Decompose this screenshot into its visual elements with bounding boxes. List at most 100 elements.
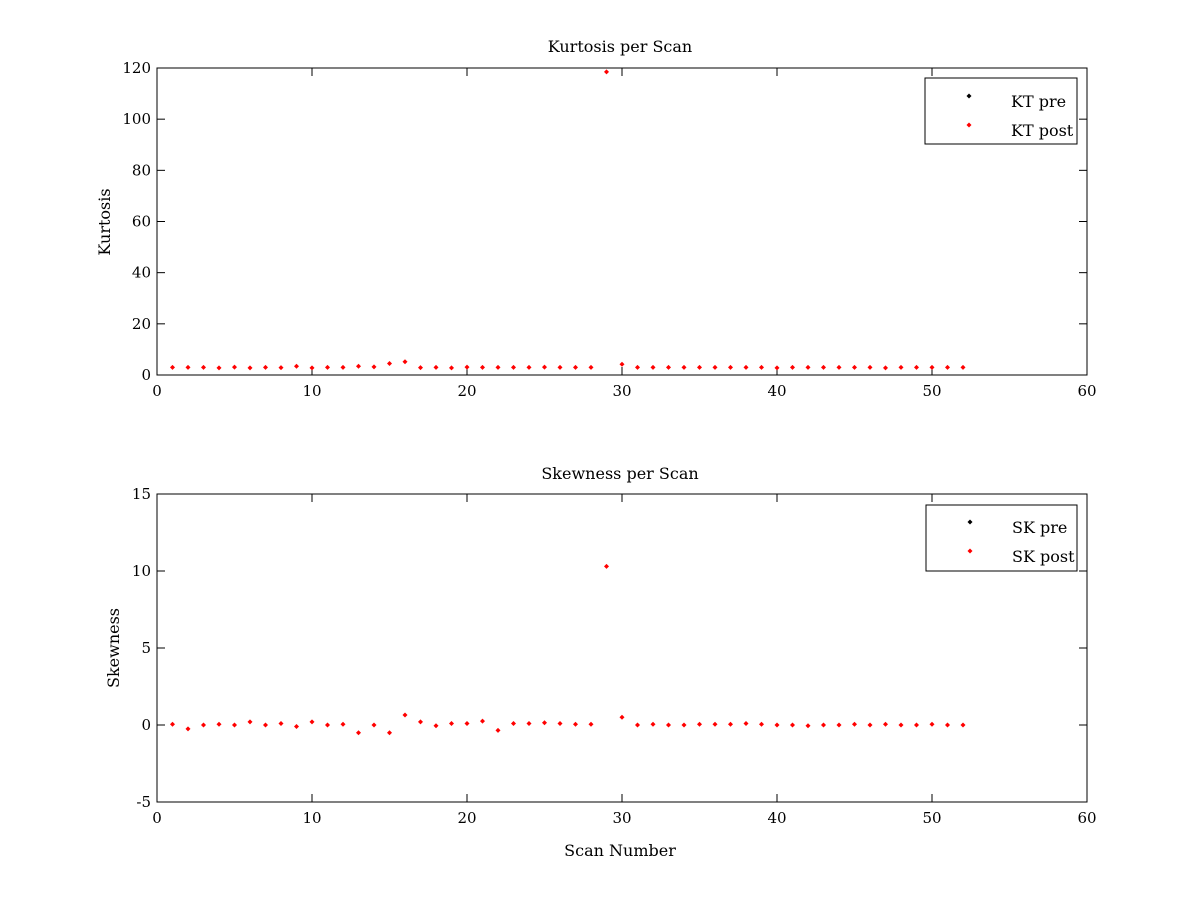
kurtosis-post-point (309, 365, 315, 371)
kurtosis-post-point (387, 360, 392, 366)
kurtosis-post-point (526, 364, 532, 370)
kurtosis-post-point (743, 364, 749, 370)
skewness-post-point (495, 727, 501, 733)
skewness-post-point (511, 720, 516, 726)
kurtosis-post-point (170, 364, 175, 370)
kurtosis-post-point (371, 364, 377, 370)
kurtosis-post-point (898, 364, 904, 370)
kurtosis-post-point (247, 365, 253, 371)
skewness-post-point (867, 722, 873, 728)
kurtosis-y-tick-label: 80 (132, 161, 151, 179)
kurtosis-legend-marker-pre (966, 93, 972, 99)
kurtosis-post-point (774, 365, 780, 371)
kurtosis-x-tick-label: 0 (152, 382, 162, 400)
skewness-post-point (635, 722, 640, 728)
skewness-post-point (294, 724, 299, 730)
kurtosis-post-point (681, 364, 687, 370)
skewness-title: Skewness per Scan (541, 464, 698, 483)
kurtosis-post-point (619, 361, 625, 367)
kurtosis-post-point (294, 363, 299, 369)
kurtosis-post-point (278, 365, 284, 371)
kurtosis-post-point (759, 364, 764, 370)
kurtosis-post-point (805, 364, 811, 370)
skewness-post-point (774, 722, 780, 728)
kurtosis-x-tick-label: 30 (612, 382, 631, 400)
skewness-x-tick-label: 30 (612, 809, 631, 827)
skewness-post-point (356, 730, 361, 736)
skewness-markers (170, 563, 966, 736)
kurtosis-x-tick-label: 60 (1077, 382, 1096, 400)
skewness-y-tick-label: 10 (132, 562, 151, 580)
kurtosis-post-point (263, 364, 268, 370)
skewness-post-point (170, 721, 175, 727)
kurtosis-y-tick-label: 40 (132, 264, 151, 282)
skewness-post-point (480, 718, 485, 724)
skewness-legend-label-post: SK post (1012, 547, 1075, 566)
kurtosis-x-tick-label: 20 (457, 382, 476, 400)
kurtosis-post-point (712, 364, 718, 370)
kurtosis-post-point (821, 364, 826, 370)
kurtosis-post-point (914, 364, 919, 370)
skewness-post-point (309, 719, 315, 725)
skewness-x-tick-label: 20 (457, 809, 476, 827)
skewness-post-point (759, 721, 764, 727)
skewness-x-tick-label: 60 (1077, 809, 1096, 827)
kurtosis-legend-markers (966, 93, 972, 128)
skewness-post-point (449, 720, 454, 726)
kurtosis-y-tick-label: 60 (132, 213, 151, 231)
skewness-panel: Skewness per Scan 0 10 20 30 40 50 60-5051015 … (104, 464, 1097, 860)
kurtosis-y-tick-label: 0 (141, 366, 151, 384)
kurtosis-x-tick-label: 50 (922, 382, 941, 400)
kurtosis-y-tick-label: 100 (122, 110, 151, 128)
skewness-post-point (650, 721, 656, 727)
kurtosis-x-tick-label: 40 (767, 382, 786, 400)
kurtosis-post-point (697, 364, 702, 370)
kurtosis-post-point (960, 364, 966, 370)
skewness-post-point (247, 719, 253, 725)
skewness-post-point (929, 721, 935, 727)
kurtosis-post-point (433, 364, 439, 370)
skewness-post-point (340, 721, 346, 727)
kurtosis-post-point (185, 364, 191, 370)
skewness-legend-markers (967, 519, 973, 554)
skewness-legend-marker-pre (967, 519, 973, 525)
skewness-post-point (836, 722, 842, 728)
skewness-legend-marker-post (967, 548, 973, 554)
skewness-post-point (232, 722, 237, 728)
kurtosis-y-tick-label: 120 (122, 59, 151, 77)
kurtosis-post-point (418, 365, 423, 371)
kurtosis-post-point (867, 364, 873, 370)
skewness-x-tick-label: 40 (767, 809, 786, 827)
skewness-post-point (573, 721, 578, 727)
skewness-post-point (790, 722, 795, 728)
skewness-post-point (619, 714, 625, 720)
kurtosis-post-point (542, 364, 547, 370)
skewness-post-point (263, 722, 268, 728)
kurtosis-legend: KT pre KT post (924, 77, 1078, 145)
kurtosis-post-point (557, 364, 563, 370)
kurtosis-title: Kurtosis per Scan (548, 37, 692, 56)
skewness-post-point (805, 723, 811, 729)
skewness-post-point (557, 720, 563, 726)
kurtosis-post-point (216, 365, 222, 371)
kurtosis-post-point (340, 364, 346, 370)
skewness-post-point (960, 722, 966, 728)
skewness-ylabel: Skewness (104, 608, 123, 688)
kurtosis-legend-label-pre: KT pre (1011, 92, 1066, 111)
kurtosis-panel: Kurtosis per Scan 0 10 20 30 40 50 60 0 20 40 60 80… (95, 37, 1097, 400)
kurtosis-post-point (495, 364, 501, 370)
kurtosis-post-point (883, 365, 888, 371)
skewness-post-point (433, 723, 439, 729)
skewness-post-point (945, 722, 950, 728)
kurtosis-x-tick-label: 10 (302, 382, 321, 400)
kurtosis-post-point (728, 364, 733, 370)
skewness-post-point (387, 730, 392, 736)
skewness-post-point (371, 722, 377, 728)
skewness-post-point (464, 720, 470, 726)
skewness-x-tick-label: 0 (152, 809, 162, 827)
kurtosis-post-point (511, 364, 516, 370)
skewness-x-tick-label: 50 (922, 809, 941, 827)
skewness-post-point (728, 721, 733, 727)
skewness-post-point (526, 720, 532, 726)
